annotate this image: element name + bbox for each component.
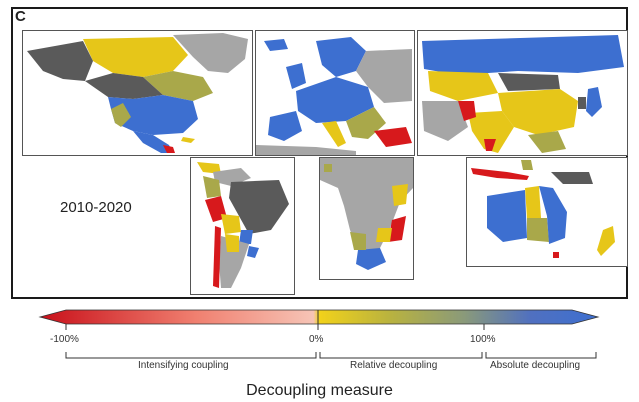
australia-west-region bbox=[487, 190, 527, 242]
usa-region bbox=[108, 95, 198, 135]
venezuela-region bbox=[213, 168, 251, 186]
usa-west-region bbox=[111, 103, 131, 127]
color-legend: -100% 0% 100% Intensifying coupling Rela… bbox=[0, 300, 639, 402]
russia-region bbox=[422, 35, 624, 75]
legend-colorbar bbox=[38, 309, 600, 325]
brazil-region bbox=[229, 180, 289, 234]
southeast-asia-region bbox=[528, 131, 566, 153]
kazakhstan-region bbox=[428, 71, 498, 101]
tick-label-minus100: -100% bbox=[50, 334, 79, 345]
central-africa-region bbox=[320, 158, 413, 254]
map-panel-europe bbox=[255, 30, 415, 156]
china-region bbox=[498, 89, 578, 135]
argentina-region bbox=[219, 236, 249, 288]
bolivia-region bbox=[221, 214, 241, 234]
range-label-relative: Relative decoupling bbox=[350, 360, 438, 371]
australia-northern-territory-region bbox=[525, 186, 541, 218]
map-panel-north-america bbox=[22, 30, 253, 156]
india-south-region bbox=[484, 139, 496, 151]
tasmania-region bbox=[553, 252, 559, 258]
russia-west-region bbox=[356, 49, 412, 103]
central-europe-region bbox=[296, 77, 374, 123]
philippines-region bbox=[521, 160, 533, 170]
uruguay-region bbox=[247, 246, 259, 258]
panel-letter: C bbox=[15, 8, 26, 25]
north-africa-region bbox=[256, 145, 356, 155]
map-panel-asia bbox=[417, 30, 628, 156]
new-zealand-region bbox=[597, 226, 615, 256]
chile-region bbox=[213, 226, 221, 288]
indonesia-region bbox=[471, 168, 529, 180]
japan-region bbox=[586, 87, 602, 117]
bracket-relative bbox=[319, 352, 483, 359]
tick-label-100: 100% bbox=[470, 334, 496, 345]
map-panel-south-america bbox=[190, 157, 295, 295]
central-america-strip-region bbox=[197, 162, 221, 174]
argentina-north-region bbox=[225, 234, 239, 252]
scandinavia-region bbox=[316, 37, 366, 77]
east-africa-region bbox=[392, 184, 408, 206]
pakistan-region bbox=[458, 101, 476, 121]
south-africa-region bbox=[356, 248, 386, 270]
paraguay-region bbox=[239, 230, 253, 244]
map-panel-oceania bbox=[466, 157, 628, 267]
australia-east-region bbox=[539, 186, 567, 244]
alaska-region bbox=[27, 41, 93, 81]
central-america-region bbox=[163, 145, 175, 153]
turkey-region bbox=[374, 127, 412, 147]
iberia-region bbox=[268, 111, 302, 141]
africa-map bbox=[320, 158, 413, 270]
mongolia-region bbox=[498, 73, 560, 91]
korea-region bbox=[578, 97, 586, 109]
oceania-map bbox=[471, 160, 615, 258]
europe-map bbox=[256, 37, 412, 155]
asia-map bbox=[422, 35, 624, 153]
legend-title: Decoupling measure bbox=[246, 382, 393, 399]
canada-east-region bbox=[143, 71, 213, 101]
australia-south-region bbox=[527, 218, 549, 242]
italy-region bbox=[322, 121, 346, 147]
south-america-map bbox=[197, 162, 289, 288]
zimbabwe-region bbox=[376, 228, 392, 242]
canada-north-region bbox=[83, 37, 188, 77]
range-label-intensifying: Intensifying coupling bbox=[138, 360, 229, 371]
mexico-region bbox=[133, 131, 173, 153]
uk-region bbox=[286, 63, 306, 89]
tick-label-0: 0% bbox=[309, 334, 324, 345]
range-label-absolute: Absolute decoupling bbox=[490, 360, 581, 371]
india-region bbox=[468, 111, 514, 153]
legend-graphic bbox=[38, 309, 600, 359]
namibia-region bbox=[350, 232, 366, 250]
bracket-absolute bbox=[485, 352, 597, 359]
iceland-region bbox=[264, 39, 288, 51]
mozambique-region bbox=[388, 216, 406, 242]
bracket-intensifying bbox=[65, 352, 317, 359]
period-label: 2010-2020 bbox=[60, 199, 132, 216]
map-panel-africa bbox=[319, 157, 414, 280]
north-america-map bbox=[27, 33, 248, 153]
colombia-region bbox=[203, 176, 221, 198]
caribbean-region bbox=[181, 137, 195, 143]
west-africa-region bbox=[324, 164, 332, 172]
new-guinea-region bbox=[551, 172, 593, 184]
canada-west-region bbox=[85, 73, 163, 99]
greenland-region bbox=[173, 33, 248, 73]
middle-east-region bbox=[422, 101, 468, 141]
